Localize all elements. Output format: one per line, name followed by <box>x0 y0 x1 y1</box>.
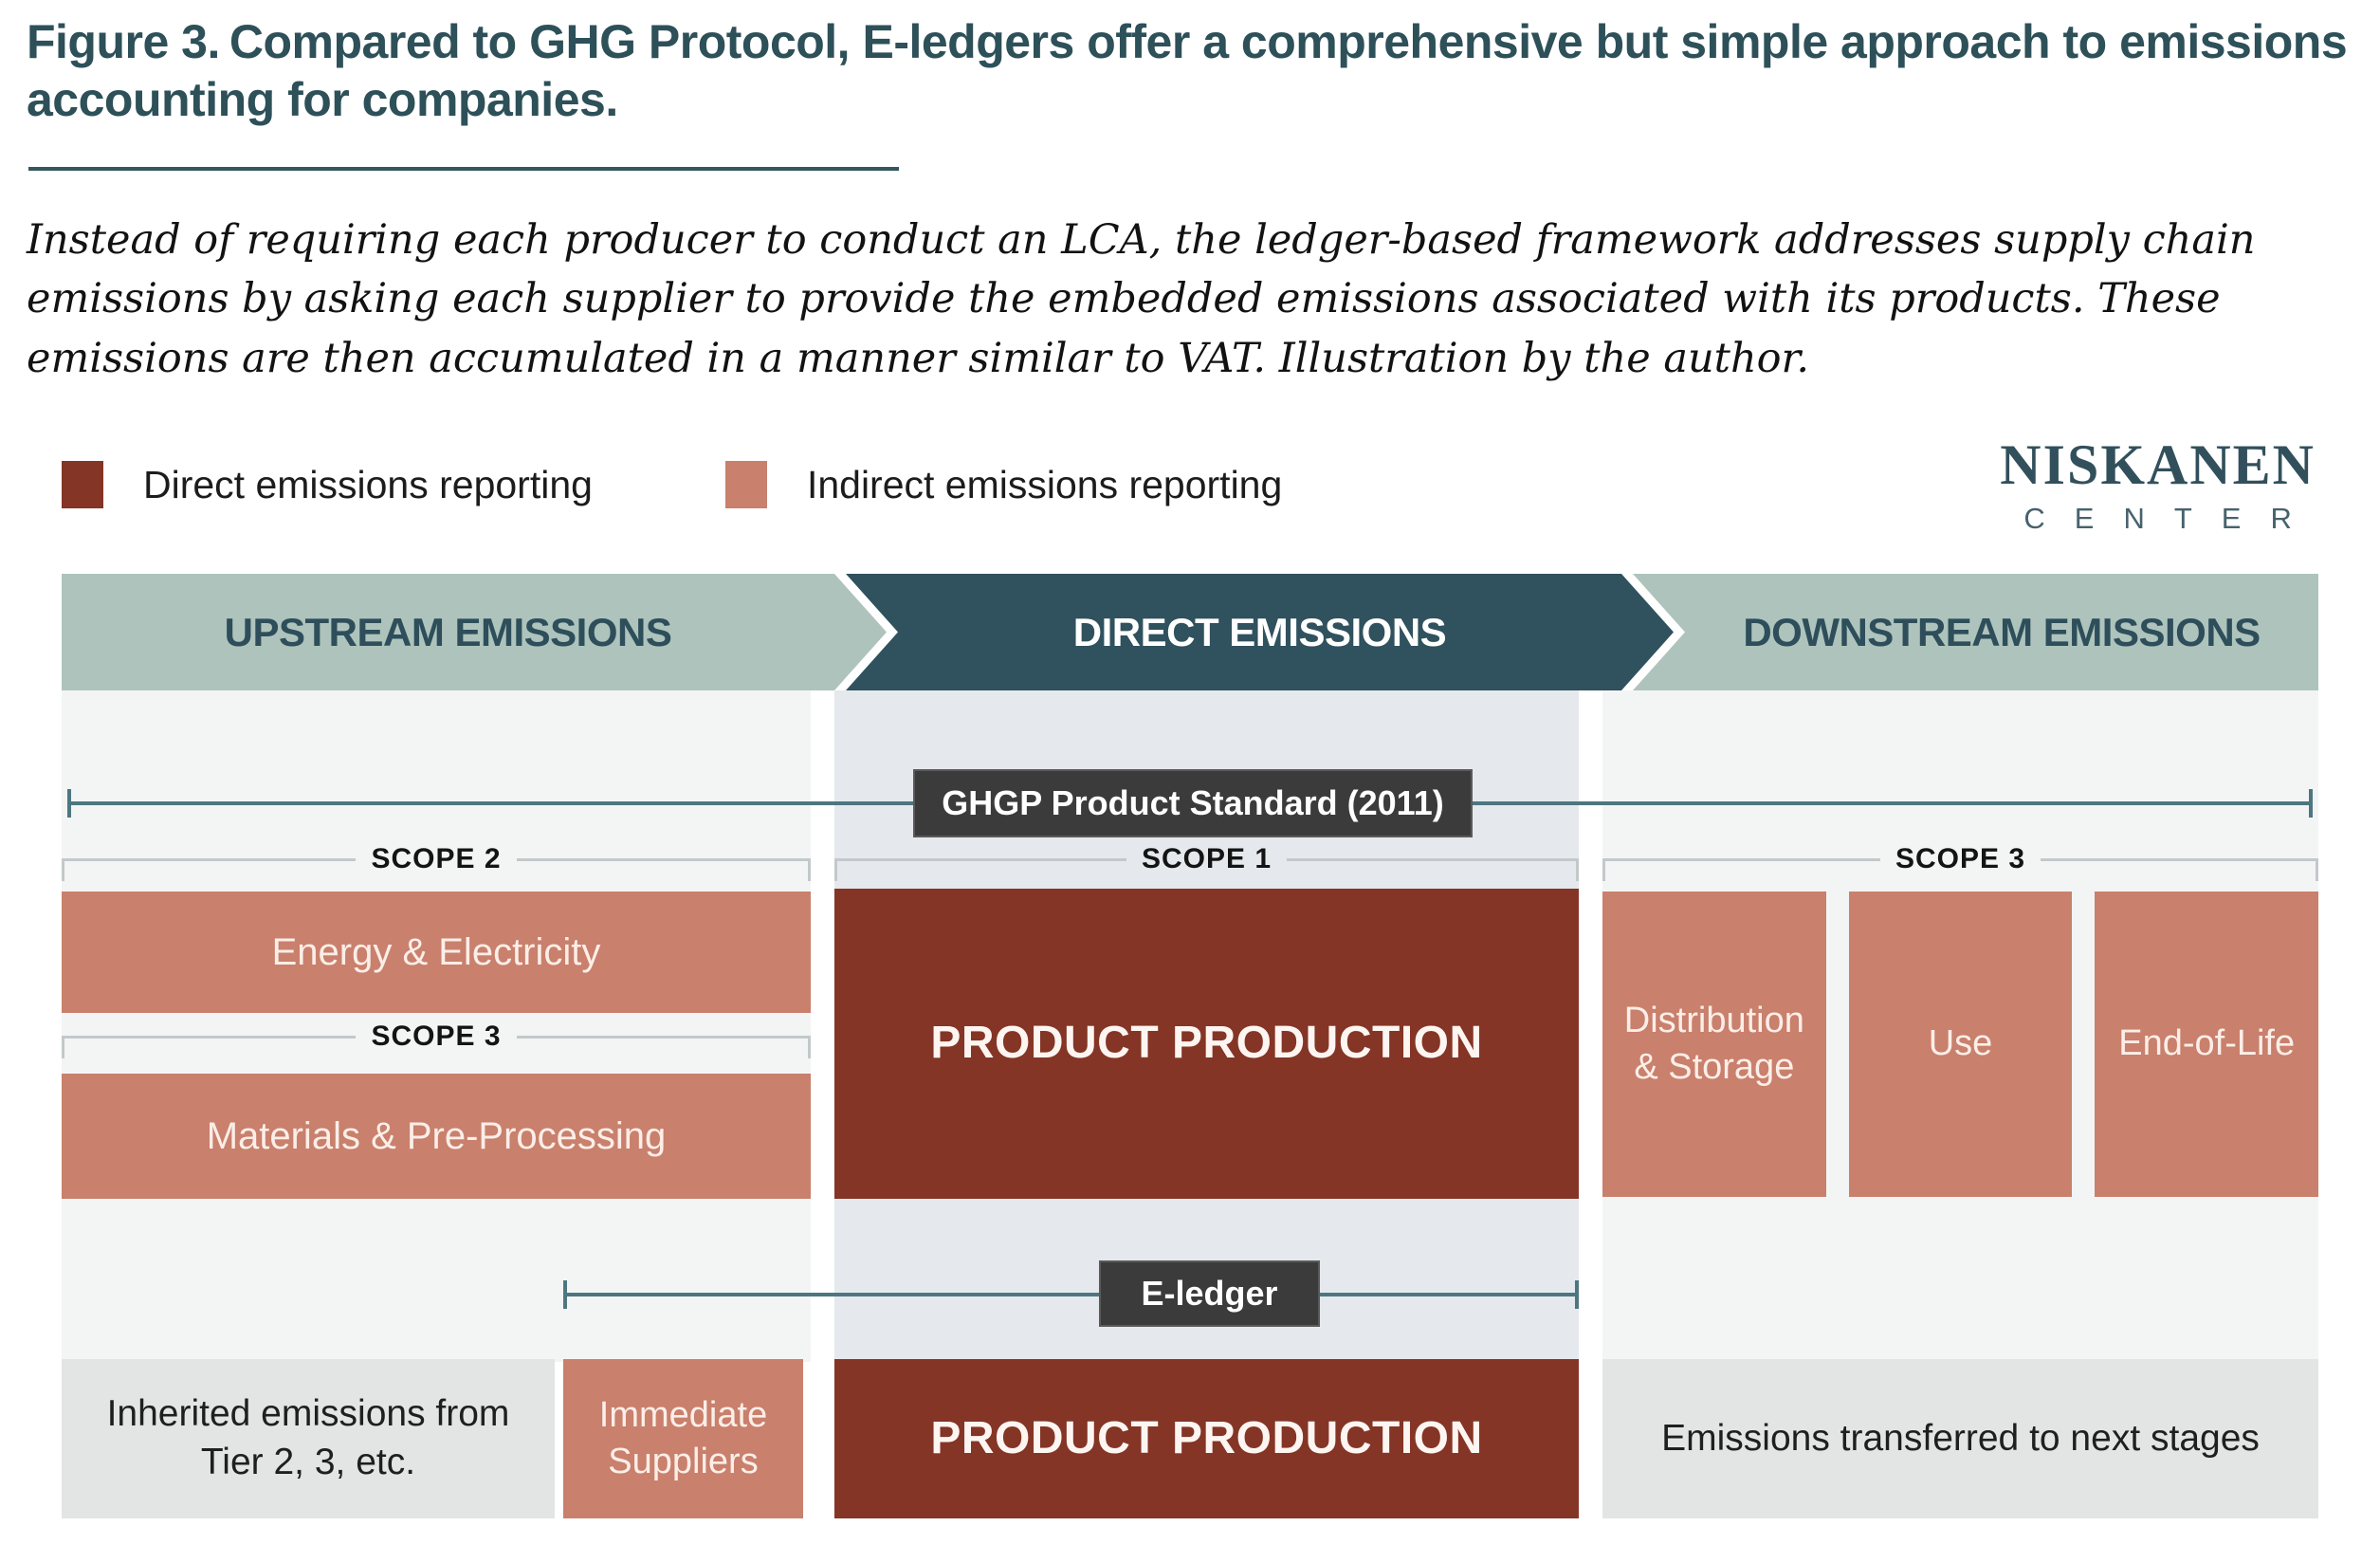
banner-direct-emissions: DIRECT EMISSIONS <box>846 574 1674 690</box>
title-divider <box>28 167 899 171</box>
legend-item-direct: Direct emissions reporting <box>62 461 593 508</box>
emissions-transferred-box: Emissions transferred to next stages <box>1602 1359 2318 1518</box>
banner-downstream-emissions: DOWNSTREAM EMISSIONS <box>1633 574 2318 690</box>
scope-3-upstream-label: SCOPE 3 <box>371 1021 502 1052</box>
figure-caption: Instead of requiring each producer to co… <box>27 216 2256 382</box>
product-production-ghgp-label: PRODUCT PRODUCTION <box>930 1018 1483 1069</box>
scope-2-label: SCOPE 2 <box>371 843 502 874</box>
product-production-eledger-label: PRODUCT PRODUCTION <box>930 1412 1483 1463</box>
ghgp-standard-text: GHGP Product Standard (2011) <box>942 783 1444 822</box>
scope-3-upstream-bracket: SCOPE 3 <box>62 1020 811 1058</box>
bracket-line <box>2041 858 2318 881</box>
banner-upstream-emissions: UPSTREAM EMISSIONS <box>62 574 887 690</box>
logo-wordmark: NISKANEN <box>2000 433 2316 496</box>
figure-title: Figure 3. Compared to GHG Protocol, E-led… <box>27 13 2359 129</box>
product-production-eledger-box: PRODUCT PRODUCTION <box>834 1359 1579 1518</box>
bracket-line <box>834 858 1126 881</box>
eledger-span-line <box>563 1280 1579 1309</box>
bracket-line <box>62 1036 357 1058</box>
logo-subtitle: CENTER <box>2023 502 2321 535</box>
distribution-storage-box: Distribution & Storage <box>1602 892 1826 1197</box>
end-of-life-box: End-of-Life <box>2095 892 2319 1197</box>
bracket-line <box>516 858 811 881</box>
distribution-storage-label: Distribution & Storage <box>1623 1000 1804 1087</box>
eledger-text: E-ledger <box>1141 1274 1278 1313</box>
bracket-line <box>62 858 357 881</box>
energy-electricity-label: Energy & Electricity <box>271 931 601 973</box>
banner-downstream-label: DOWNSTREAM EMISSIONS <box>1743 609 2261 654</box>
niskanen-center-logo: NISKANEN CENTER <box>2000 432 2316 536</box>
banner-upstream-label: UPSTREAM EMISSIONS <box>224 609 672 654</box>
scope-1-label: SCOPE 1 <box>1141 843 1272 874</box>
immediate-suppliers-box: Immediate Suppliers <box>563 1359 803 1518</box>
ghgp-standard-label: GHGP Product Standard (2011) <box>913 769 1473 837</box>
bracket-line <box>1287 858 1579 881</box>
immediate-suppliers-label: Immediate Suppliers <box>598 1394 768 1481</box>
emissions-accounting-diagram: UPSTREAM EMISSIONS DIRECT EMISSIONS DOWN… <box>62 574 2319 1518</box>
materials-preprocessing-box: Materials & Pre-Processing <box>62 1074 811 1199</box>
use-label: Use <box>1928 1023 1993 1064</box>
emissions-transferred-label: Emissions transferred to next stages <box>1661 1417 2260 1459</box>
product-production-ghgp-box: PRODUCT PRODUCTION <box>834 889 1579 1199</box>
legend-label-indirect: Indirect emissions reporting <box>806 462 1283 506</box>
banner-direct-label: DIRECT EMISSIONS <box>1072 609 1447 654</box>
bracket-line <box>1602 858 1880 881</box>
scope-2-bracket: SCOPE 2 <box>62 842 811 881</box>
indirect-emissions-swatch <box>724 461 767 508</box>
scope-3-downstream-bracket: SCOPE 3 <box>1602 842 2318 881</box>
figure-title-text: Compared to GHG Protocol, E-ledgers offe… <box>27 15 2348 126</box>
figure-number: Figure 3. <box>27 15 220 68</box>
scope-3-downstream-label: SCOPE 3 <box>1895 843 2026 874</box>
use-box: Use <box>1848 892 2073 1197</box>
legend-item-indirect: Indirect emissions reporting <box>724 461 1283 508</box>
downstream-boxes: Distribution & Storage Use End-of-Life <box>1602 892 2319 1197</box>
scope-1-bracket: SCOPE 1 <box>834 842 1579 881</box>
inherited-emissions-box: Inherited emissions from Tier 2, 3, etc. <box>62 1359 555 1518</box>
legend-label-direct: Direct emissions reporting <box>143 462 593 506</box>
eledger-label-box: E-ledger <box>1099 1260 1320 1327</box>
direct-emissions-swatch <box>62 461 103 508</box>
energy-electricity-box: Energy & Electricity <box>62 892 811 1013</box>
materials-preprocessing-label: Materials & Pre-Processing <box>206 1115 667 1157</box>
inherited-emissions-label: Inherited emissions from Tier 2, 3, etc. <box>106 1393 510 1482</box>
bracket-line <box>516 1036 811 1058</box>
legend: Direct emissions reporting Indirect emis… <box>62 461 1282 508</box>
end-of-life-label: End-of-Life <box>2118 1023 2296 1064</box>
